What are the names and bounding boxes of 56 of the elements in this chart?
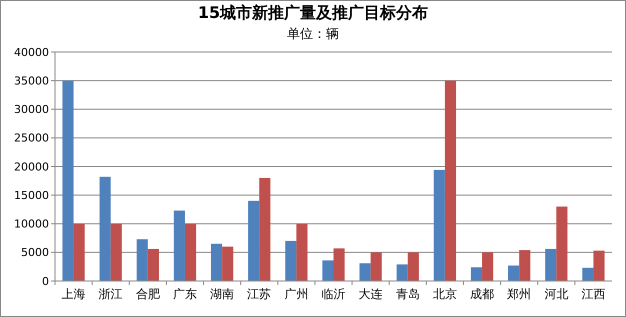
bar: [322, 260, 334, 281]
bar: [285, 240, 296, 281]
chart-subtitle: 单位：辆: [287, 27, 339, 42]
bar: [296, 224, 308, 281]
y-tick-label: 40000: [14, 46, 49, 59]
bar: [74, 224, 85, 281]
x-tick-label: 江西: [581, 287, 606, 301]
bar: [100, 176, 111, 281]
y-tick-label: 15000: [14, 188, 49, 202]
bar: [545, 248, 556, 281]
bar: [593, 250, 605, 281]
bar: [370, 252, 382, 281]
y-tick-label: 10000: [14, 218, 49, 231]
x-tick-label: 合肥: [136, 287, 160, 301]
x-tick-label: 郑州: [507, 287, 532, 301]
x-tick-label: 广州: [284, 287, 308, 301]
x-tick-label: 浙江: [98, 287, 123, 301]
bar: [408, 252, 419, 281]
y-tick-label: 35000: [14, 74, 49, 88]
chart-title: 15城市新推广量及推广目标分布: [198, 3, 428, 22]
y-tick-label: 25000: [14, 132, 49, 145]
y-tick-label: 20000: [14, 160, 49, 174]
bar: [470, 267, 482, 281]
y-tick-label: 30000: [14, 103, 49, 116]
x-tick-label: 江苏: [247, 287, 272, 301]
x-tick-label: 北京: [432, 287, 457, 301]
bar: [248, 200, 260, 281]
bar: [136, 239, 148, 281]
bar: [110, 224, 122, 281]
x-tick-label: 河北: [544, 287, 568, 301]
bar: [556, 206, 568, 281]
x-tick-label: 广东: [172, 287, 197, 301]
bar: [508, 266, 520, 281]
bar: [210, 244, 222, 281]
y-tick-label: 0: [42, 274, 49, 288]
bar: [62, 80, 74, 281]
x-tick-label: 临沂: [322, 287, 346, 301]
bar: [148, 248, 159, 281]
bar: [434, 170, 445, 281]
bar: [482, 252, 494, 281]
y-tick-label: 5000: [21, 246, 49, 260]
x-tick-label: 湖南: [210, 287, 234, 301]
bar: [444, 80, 456, 281]
bar: [334, 248, 345, 281]
bar: [222, 246, 234, 281]
bar: [519, 250, 530, 281]
bar: [359, 263, 371, 281]
x-tick-label: 青岛: [396, 287, 420, 301]
x-tick-label: 上海: [62, 287, 86, 301]
bar: [184, 224, 196, 281]
x-tick-label: 大连: [358, 287, 383, 301]
bar: [582, 268, 594, 281]
bar: [396, 264, 408, 281]
bar: [259, 178, 270, 281]
bar: [174, 210, 185, 281]
x-tick-label: 成都: [470, 287, 494, 301]
